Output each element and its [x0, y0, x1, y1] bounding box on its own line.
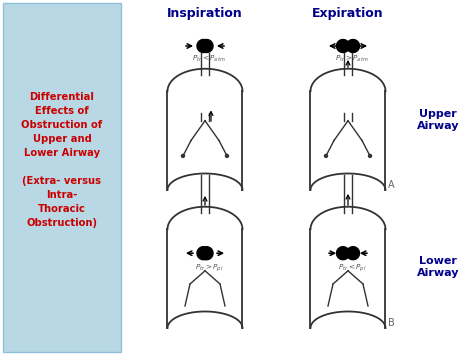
- Circle shape: [226, 154, 228, 157]
- Polygon shape: [348, 39, 359, 53]
- Text: A: A: [388, 180, 395, 190]
- Text: $P_{tr} < P_{pl}$: $P_{tr} < P_{pl}$: [338, 262, 366, 274]
- Text: Lower
Airway: Lower Airway: [417, 256, 459, 278]
- Text: $P_{tr} > P_{pl}$: $P_{tr} > P_{pl}$: [195, 262, 223, 274]
- Polygon shape: [197, 39, 204, 53]
- Circle shape: [368, 154, 372, 157]
- Polygon shape: [337, 39, 347, 53]
- Polygon shape: [348, 247, 359, 260]
- Text: B: B: [388, 317, 395, 328]
- Polygon shape: [206, 247, 213, 260]
- Text: Inspiration: Inspiration: [167, 7, 243, 20]
- Circle shape: [182, 154, 184, 157]
- Text: Differential
Effects of
Obstruction of
Upper and
Lower Airway

(Extra- versus
In: Differential Effects of Obstruction of U…: [21, 92, 103, 228]
- Text: Upper
Airway: Upper Airway: [417, 109, 459, 131]
- Circle shape: [325, 154, 328, 157]
- FancyBboxPatch shape: [3, 3, 121, 352]
- Polygon shape: [206, 39, 213, 53]
- Polygon shape: [197, 247, 204, 260]
- Text: Expiration: Expiration: [312, 7, 384, 20]
- Polygon shape: [337, 247, 347, 260]
- Text: $P_{tr} < P_{atm}$: $P_{tr} < P_{atm}$: [192, 54, 226, 64]
- Text: $P_{tr} > P_{atm}$: $P_{tr} > P_{atm}$: [335, 54, 369, 64]
